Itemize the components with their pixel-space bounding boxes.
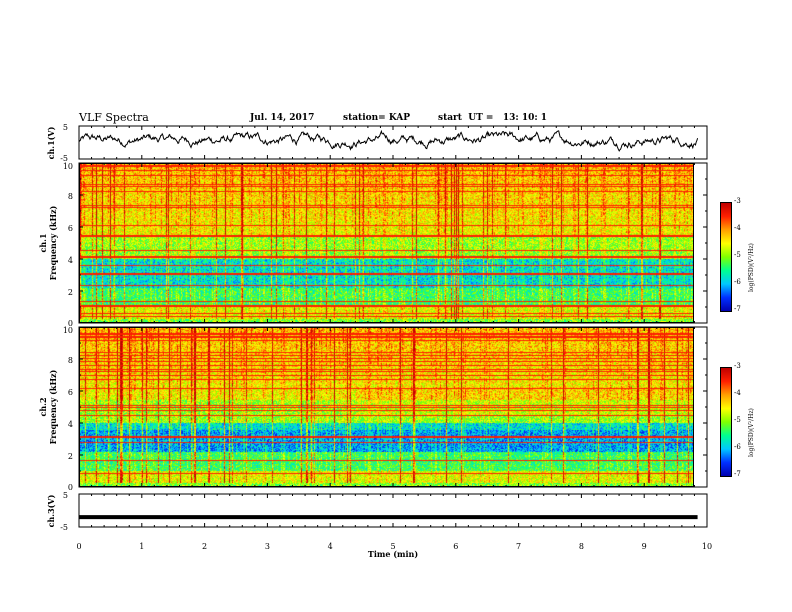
ch1-cb-tick: -5	[734, 251, 741, 259]
ch1-spectrogram	[79, 163, 694, 323]
axis-ticks	[78, 126, 708, 527]
x-tick-label: 4	[328, 542, 333, 551]
x-tick-label: 1	[139, 542, 144, 551]
start-time-label: start UT = 13: 10: 1	[438, 113, 548, 123]
ch2-cb-tick: -5	[734, 416, 741, 424]
ch2-freq-tick: 4	[68, 420, 73, 429]
figure-title: VLF Spectra	[79, 111, 149, 124]
ch2-freq-tick: 10	[63, 326, 73, 335]
ch1-waveform-line	[78, 129, 699, 152]
ch1-spectrogram-raster	[80, 164, 693, 322]
ch1-cb-tick: -3	[734, 197, 741, 205]
x-tick-label: 7	[516, 542, 521, 551]
x-tick-label: 2	[202, 542, 207, 551]
ch2-spectrogram-frame	[78, 326, 708, 488]
ch1-spectrogram-frame	[78, 162, 708, 324]
ch1-cb-tick: -7	[734, 305, 741, 313]
x-tick-label: 3	[265, 542, 270, 551]
station-label: station= KAP	[343, 113, 411, 123]
ch1-freq-tick: 0	[68, 319, 73, 328]
ch1-ytick-label: -5	[60, 154, 68, 163]
ch1-freq-tick: 2	[68, 288, 73, 297]
ch2-freq-tick: 6	[68, 388, 73, 397]
x-tick-labels: 0 1 2 3 4 5 6 7 8 9 10	[76, 542, 712, 551]
x-tick-label: 8	[579, 542, 584, 551]
ch2-spectrogram-raster	[80, 328, 693, 486]
ch1-ytick-label: 5	[63, 123, 68, 132]
ch1-cb-tick: -4	[734, 224, 741, 232]
x-tick-label: 10	[702, 542, 712, 551]
ch1-colorbar-gradient	[720, 202, 732, 312]
x-tick-label: 5	[390, 542, 395, 551]
ch1-cb-tick: -6	[734, 278, 741, 286]
ch2-freq-tick: 8	[68, 356, 73, 365]
ch2-cb-tick: -6	[734, 443, 741, 451]
ch3-waveform-frame	[78, 493, 708, 528]
ch2-colorbar-gradient	[720, 367, 732, 477]
x-tick-label: 6	[453, 542, 458, 551]
ch2-freq-tick: 0	[68, 483, 73, 492]
x-tick-label: 9	[642, 542, 647, 551]
ch2-spectrogram-ylabel: ch.2Frequency (kHz)	[38, 369, 58, 444]
ch1-freq-tick: 6	[68, 224, 73, 233]
ch2-cb-tick: -4	[734, 389, 741, 397]
ch3-waveform-ylabel: ch.3(V)	[46, 494, 56, 527]
ch3-ytick-label: -5	[60, 523, 68, 532]
ch1-freq-tick: 4	[68, 256, 73, 265]
ch2-cb-tick: -7	[734, 470, 741, 478]
ch3-ytick-label: 5	[63, 491, 68, 500]
ch1-freq-tick: 8	[68, 192, 73, 201]
ch2-freq-tick: 2	[68, 452, 73, 461]
ch1-spectrogram-ylabel: ch.1Frequency (kHz)	[38, 205, 58, 280]
ch1-freq-tick: 10	[63, 162, 73, 171]
x-tick-label: 0	[76, 542, 81, 551]
ch2-cb-tick: -3	[734, 362, 741, 370]
ch1-waveform-ylabel: ch.1(V)	[46, 126, 56, 159]
date-label: Jul. 14, 2017	[250, 113, 315, 123]
x-axis-label: Time (min)	[368, 549, 418, 559]
